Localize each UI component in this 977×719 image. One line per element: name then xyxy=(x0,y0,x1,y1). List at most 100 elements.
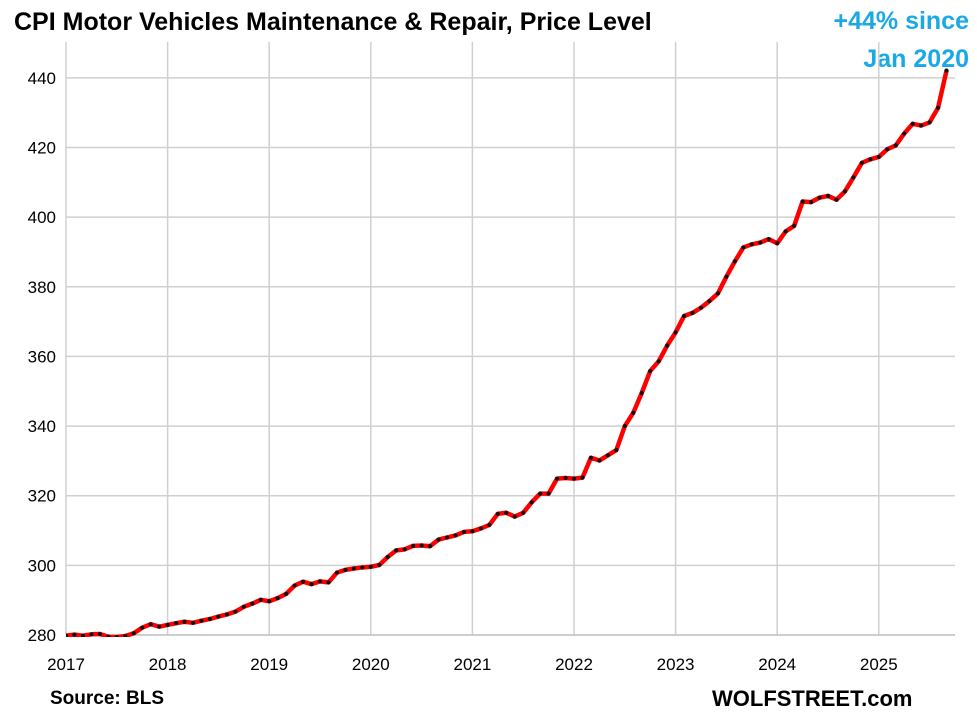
data-point xyxy=(114,634,119,637)
data-point xyxy=(605,453,610,458)
data-point xyxy=(72,632,77,637)
x-tick-label: 2024 xyxy=(758,655,796,674)
data-point xyxy=(292,583,297,588)
data-point xyxy=(385,554,390,560)
data-point xyxy=(698,305,704,310)
data-point xyxy=(529,500,534,505)
source-label: Source: BLS xyxy=(50,688,165,709)
annotation-line-1: +44% since xyxy=(833,7,969,35)
data-point xyxy=(783,229,788,234)
data-point xyxy=(402,547,407,552)
data-point xyxy=(690,310,695,316)
data-point xyxy=(157,624,162,629)
watermark: WOLFSTREET.com xyxy=(712,686,913,711)
data-point xyxy=(284,591,289,597)
data-point xyxy=(521,510,526,515)
data-point xyxy=(250,601,255,606)
data-point xyxy=(665,343,670,348)
data-point xyxy=(89,632,94,637)
data-point xyxy=(419,543,424,548)
data-point xyxy=(935,105,941,110)
growth-annotation: +44% since Jan 2020 xyxy=(799,2,969,78)
data-point xyxy=(859,160,864,165)
data-point xyxy=(182,619,187,624)
data-point xyxy=(902,131,907,136)
data-point xyxy=(546,491,551,496)
x-axis-ticks: 2017 2018 2019 2020 2021 2022 2023 2024 2025 xyxy=(47,655,898,674)
y-tick-label: 360 xyxy=(28,347,56,366)
x-tick-label: 2017 xyxy=(47,655,85,674)
data-point xyxy=(631,410,636,415)
data-point xyxy=(106,634,111,637)
data-point xyxy=(885,147,890,152)
data-point xyxy=(538,491,543,496)
data-point xyxy=(368,564,373,569)
data-point xyxy=(351,566,356,571)
data-point xyxy=(749,242,754,247)
data-point xyxy=(893,143,898,148)
data-point xyxy=(817,195,822,200)
data-point xyxy=(681,313,687,319)
data-point xyxy=(715,291,721,296)
data-point xyxy=(554,476,560,481)
data-point xyxy=(792,223,797,228)
data-point xyxy=(207,616,213,622)
data-point xyxy=(876,154,881,160)
x-tick-label: 2019 xyxy=(250,655,288,674)
y-tick-label: 440 xyxy=(28,69,56,88)
data-point xyxy=(944,68,949,73)
data-point xyxy=(580,475,585,480)
data-point xyxy=(131,631,136,636)
data-point xyxy=(326,580,331,585)
data-point xyxy=(910,121,915,126)
x-tick-label: 2023 xyxy=(657,655,695,674)
data-point xyxy=(275,595,280,601)
data-point xyxy=(224,612,229,617)
y-tick-label: 300 xyxy=(28,556,56,575)
data-point xyxy=(834,197,839,202)
data-point xyxy=(123,633,128,637)
data-point xyxy=(927,120,932,125)
data-point xyxy=(334,570,340,575)
data-point xyxy=(199,618,204,623)
data-point xyxy=(258,597,263,602)
data-point xyxy=(190,620,196,625)
data-point xyxy=(148,622,153,627)
data-point xyxy=(563,475,568,481)
data-point xyxy=(411,543,416,548)
data-point xyxy=(741,245,746,250)
data-point xyxy=(436,537,441,542)
data-point xyxy=(512,514,517,519)
y-tick-label: 320 xyxy=(28,487,56,506)
data-point xyxy=(825,193,831,199)
data-point xyxy=(470,529,475,534)
data-point xyxy=(360,565,365,570)
data-point xyxy=(758,240,763,245)
data-point xyxy=(673,330,678,335)
x-tick-label: 2021 xyxy=(453,655,491,674)
data-point xyxy=(597,458,602,463)
data-point xyxy=(732,259,737,264)
data-point xyxy=(461,529,467,535)
data-point xyxy=(241,604,246,609)
data-point xyxy=(724,274,729,279)
data-point xyxy=(267,599,272,604)
data-point xyxy=(707,298,712,304)
data-point xyxy=(453,533,458,538)
x-tick-label: 2020 xyxy=(352,655,390,674)
data-point xyxy=(808,200,814,205)
data-point xyxy=(868,157,873,162)
data-point xyxy=(140,625,145,630)
x-tick-label: 2025 xyxy=(860,655,898,674)
y-tick-label: 380 xyxy=(28,278,56,297)
data-point xyxy=(766,236,771,242)
data-point xyxy=(504,510,509,515)
y-tick-label: 280 xyxy=(28,626,56,645)
data-point xyxy=(588,455,594,460)
data-point xyxy=(919,123,924,128)
x-tick-label: 2022 xyxy=(555,655,593,674)
grid-lines xyxy=(65,42,955,636)
x-tick-label: 2018 xyxy=(149,655,187,674)
data-point xyxy=(622,423,627,429)
